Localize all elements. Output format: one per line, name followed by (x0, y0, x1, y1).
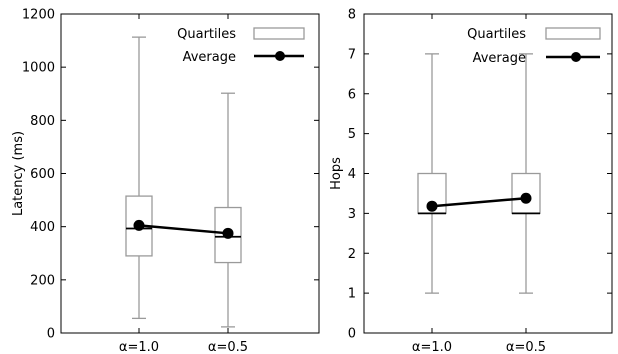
y-tick-label: 5 (348, 127, 356, 142)
average-point (520, 192, 532, 204)
y-tick-label: 600 (30, 167, 55, 182)
y-tick-label: 8 (348, 8, 356, 23)
hops-chart: 0 1 2 3 4 5 6 7 8 Hops α=1.0 α=0.5 Quartiles Average (329, 8, 613, 354)
y-tick-label: 4 (348, 167, 356, 182)
average-point (133, 219, 145, 231)
legend-label-quartiles: Quartiles (467, 27, 526, 42)
y-tick-label: 400 (30, 220, 55, 235)
y-tick-label: 3 (348, 207, 356, 222)
average-point (222, 227, 234, 239)
y-tick-label: 1 (348, 287, 356, 302)
y-tick-label: 6 (348, 87, 356, 102)
y-tick-label: 800 (30, 114, 55, 129)
y-tick-label: 2 (348, 247, 356, 262)
legend-swatch-average-point (571, 52, 581, 62)
legend-label-average: Average (473, 51, 526, 66)
x-tick-label: α=1.0 (119, 340, 159, 354)
average-point (426, 200, 438, 212)
legend-swatch-quartiles (253, 27, 305, 40)
y-axis-label: Latency (ms) (11, 131, 26, 216)
x-tick-label: α=0.5 (208, 340, 248, 354)
legend-swatch-quartiles (545, 27, 601, 40)
x-tick-label: α=1.0 (412, 340, 452, 354)
legend-label-quartiles: Quartiles (177, 27, 236, 42)
y-axis-label: Hops (329, 157, 344, 190)
legend-label-average: Average (183, 50, 236, 65)
y-tick-label: 7 (348, 47, 356, 62)
quartile-box (214, 206, 242, 264)
y-tick-label: 0 (47, 327, 55, 342)
x-tick-label: α=0.5 (506, 340, 546, 354)
latency-chart: 0 200 400 600 800 1000 1200 Latency (ms) α=1.0 α=… (11, 8, 320, 354)
average-line (431, 196, 527, 208)
y-tick-label: 1200 (22, 8, 55, 23)
y-tick-label: 1000 (22, 61, 55, 76)
legend-swatch-average-point (275, 51, 285, 61)
y-tick-label: 200 (30, 273, 55, 288)
y-tick-label: 0 (348, 327, 356, 342)
average-line (138, 224, 229, 235)
